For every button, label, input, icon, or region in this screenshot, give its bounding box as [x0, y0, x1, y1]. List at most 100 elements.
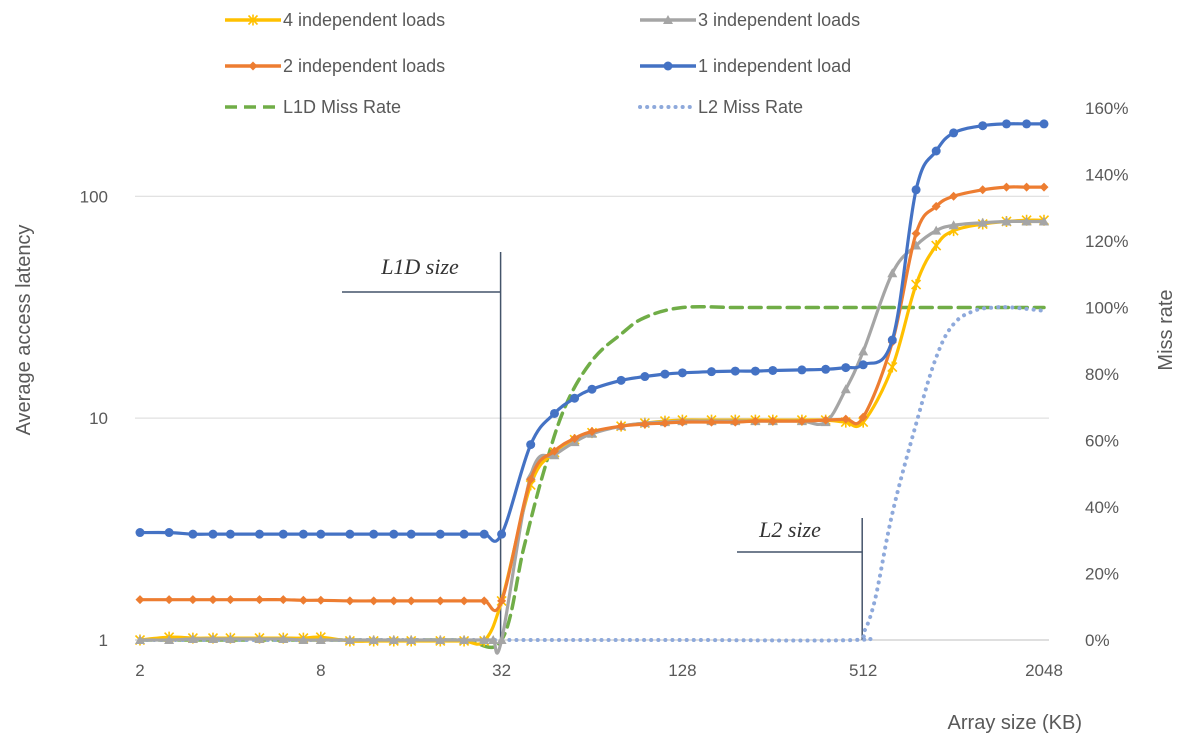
data-point: [887, 335, 897, 345]
series-l1d-miss-rate: [138, 304, 1046, 650]
data-point: [1022, 182, 1032, 192]
series-line: [138, 122, 1046, 543]
data-point: [858, 346, 869, 356]
gridlines: [135, 195, 1049, 641]
data-point: [660, 418, 670, 428]
data-point: [797, 416, 807, 426]
y-axis-title: Average access latency: [13, 225, 35, 436]
data-point: [369, 596, 379, 606]
y2-tick-label: 160%: [1085, 99, 1128, 118]
data-point: [254, 634, 265, 644]
data-point: [488, 635, 499, 644]
data-point: [549, 408, 559, 418]
data-point: [549, 446, 559, 456]
data-point: [135, 595, 145, 605]
y2-tick-label: 80%: [1085, 365, 1119, 384]
data-point: [316, 529, 326, 539]
data-point: [1039, 216, 1049, 226]
data-point: [135, 635, 145, 644]
data-point: [1021, 216, 1032, 226]
data-point: [225, 529, 235, 539]
data-point: [435, 635, 446, 644]
data-point: [345, 596, 355, 606]
data-point: [821, 364, 831, 374]
data-point: [750, 416, 760, 426]
data-point: [663, 61, 673, 71]
data-point: [1039, 182, 1049, 192]
data-point: [931, 201, 941, 211]
data-point: [188, 595, 198, 605]
axis-titles: Average access latency Miss rate Array s…: [13, 225, 1177, 734]
data-point: [931, 146, 941, 156]
data-point: [208, 595, 218, 605]
data-point: [587, 427, 597, 437]
data-point: [1022, 119, 1032, 129]
y2-tick-label: 140%: [1085, 166, 1128, 185]
y2-tick-label: 60%: [1085, 432, 1119, 451]
data-point: [248, 61, 258, 71]
data-point: [911, 185, 921, 195]
legend-label: 1 independent load: [698, 56, 851, 76]
y2-tick-label: 120%: [1085, 232, 1128, 251]
data-point: [255, 529, 265, 539]
data-point: [225, 595, 235, 605]
data-point: [406, 635, 417, 644]
data-point: [931, 225, 942, 235]
legend-label: 3 independent loads: [698, 10, 860, 30]
x-tick-label: 2: [135, 661, 144, 680]
data-point: [858, 360, 868, 370]
annotation-label: L2 size: [758, 517, 821, 542]
data-point: [247, 14, 259, 26]
data-point: [164, 635, 175, 644]
legend-entry: 4 independent loads: [225, 10, 445, 30]
data-point: [315, 635, 326, 644]
legend: 4 independent loads 3 independent loads 2 …: [225, 10, 860, 117]
data-point: [1001, 216, 1012, 226]
tick-labels: 1 10 100 0% 20% 40% 60% 80% 100% 120% 140% 160% 2 8 32…: [80, 99, 1129, 680]
data-point: [948, 220, 959, 230]
x-tick-label: 2048: [1025, 661, 1063, 680]
data-point: [707, 367, 717, 377]
series-line: [138, 304, 1046, 650]
data-point: [707, 417, 717, 427]
y2-tick-label: 100%: [1085, 299, 1128, 318]
data-point: [768, 416, 778, 426]
x-tick-label: 128: [668, 661, 696, 680]
data-point: [188, 529, 198, 539]
data-point: [949, 191, 959, 201]
data-point: [978, 121, 988, 131]
data-point: [496, 635, 507, 644]
data-point: [1001, 182, 1011, 192]
data-point: [858, 412, 868, 422]
data-point: [587, 384, 597, 394]
data-point: [570, 393, 580, 403]
data-point: [459, 529, 469, 539]
legend-label: 2 independent loads: [283, 56, 445, 76]
data-point: [640, 419, 650, 429]
data-point: [369, 529, 379, 539]
legend-entry: L1D Miss Rate: [225, 97, 401, 117]
data-point: [840, 384, 851, 394]
data-point: [164, 595, 174, 605]
data-point: [298, 529, 308, 539]
series-1-independent-load: [135, 119, 1049, 543]
data-point: [1001, 119, 1011, 129]
data-point: [255, 595, 265, 605]
data-point: [278, 529, 288, 539]
data-point: [459, 596, 469, 606]
data-point: [949, 128, 959, 138]
data-point: [887, 361, 898, 373]
data-point: [344, 635, 355, 644]
data-point: [797, 365, 807, 375]
data-point: [406, 529, 416, 539]
y2-tick-label: 20%: [1085, 565, 1119, 584]
data-point: [977, 217, 988, 227]
data-point: [497, 529, 507, 539]
data-point: [435, 529, 445, 539]
data-point: [616, 375, 626, 385]
legend-entry: L2 Miss Rate: [638, 97, 803, 117]
data-point: [660, 369, 670, 379]
legend-label: L1D Miss Rate: [283, 97, 401, 117]
data-point: [479, 529, 489, 539]
